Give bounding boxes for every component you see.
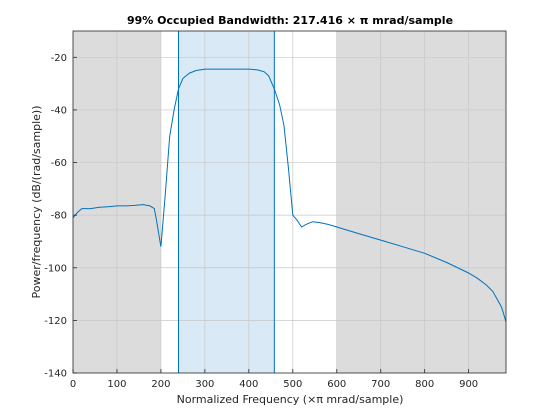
x-tick-label: 700: [371, 379, 390, 390]
y-tick-label: -140: [44, 369, 67, 380]
shaded-regions: [73, 31, 506, 373]
x-tick-label: 400: [239, 379, 258, 390]
out-of-band-region: [336, 31, 506, 373]
occupied-band-region: [178, 31, 275, 373]
x-tick-label: 100: [107, 379, 126, 390]
x-tick-label: 200: [151, 379, 170, 390]
chart-title: 99% Occupied Bandwidth: 217.416 × π mrad…: [127, 14, 453, 27]
y-tick-label: -20: [51, 53, 67, 64]
y-tick-label: -40: [51, 105, 67, 116]
y-tick-label: -120: [44, 316, 67, 327]
plot-frame: [72, 30, 507, 374]
x-tick-label: 800: [415, 379, 434, 390]
x-tick-label: 500: [283, 379, 302, 390]
y-axis-label: Power/frequency (dB/(rad/sample)): [30, 106, 43, 299]
psd-series: [72, 68, 507, 322]
x-tick-label: 300: [195, 379, 214, 390]
x-tick-label: 0: [70, 379, 76, 390]
y-tick-label: -80: [51, 211, 67, 222]
psd-line: [72, 68, 507, 322]
x-ticks: 0 100 200 300 400 500 600 700 800 900: [70, 369, 478, 390]
y-tick-label: -60: [51, 158, 67, 169]
grid: [73, 31, 506, 373]
y-tick-label: -100: [44, 263, 67, 274]
y-ticks: -140 -120 -100 -80 -60 -40 -20: [44, 53, 77, 380]
x-axis-label: Normalized Frequency (×π mrad/sample): [177, 393, 404, 406]
x-tick-label: 600: [327, 379, 346, 390]
x-tick-label: 900: [459, 379, 478, 390]
